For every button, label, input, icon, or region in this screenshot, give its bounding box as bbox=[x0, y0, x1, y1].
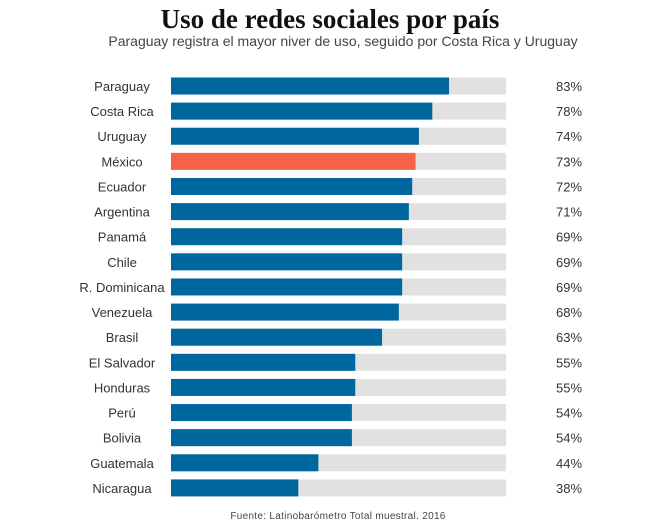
value-label: 55% bbox=[556, 380, 582, 395]
bar bbox=[171, 479, 299, 497]
category-label: Paraguay bbox=[94, 79, 150, 94]
bar bbox=[171, 253, 403, 271]
bar bbox=[171, 102, 433, 120]
bar bbox=[171, 203, 409, 221]
category-label: Uruguay bbox=[97, 129, 147, 144]
category-label: Perú bbox=[108, 406, 135, 421]
category-label: Honduras bbox=[94, 380, 151, 395]
value-label: 54% bbox=[556, 406, 582, 421]
value-label: 69% bbox=[556, 280, 582, 295]
category-label: Bolivia bbox=[103, 431, 142, 446]
value-label: 69% bbox=[556, 255, 582, 270]
bar bbox=[171, 152, 416, 170]
category-label: Costa Rica bbox=[90, 104, 154, 119]
value-label: 69% bbox=[556, 230, 582, 245]
value-label: 74% bbox=[556, 129, 582, 144]
category-label: El Salvador bbox=[89, 355, 156, 370]
value-label: 71% bbox=[556, 205, 582, 220]
bar bbox=[171, 454, 319, 472]
chart-subtitle: Paraguay registra el mayor niver de uso,… bbox=[108, 33, 578, 49]
bar bbox=[171, 303, 399, 321]
bar bbox=[171, 177, 413, 195]
bar bbox=[171, 404, 352, 422]
value-label: 38% bbox=[556, 481, 582, 496]
bar bbox=[171, 127, 419, 145]
bar bbox=[171, 278, 403, 296]
category-label: Guatemala bbox=[90, 456, 154, 471]
category-label: Chile bbox=[107, 255, 137, 270]
category-label: Brasil bbox=[106, 330, 139, 345]
value-label: 68% bbox=[556, 305, 582, 320]
bar bbox=[171, 328, 383, 346]
bar bbox=[171, 429, 352, 447]
value-label: 73% bbox=[556, 154, 582, 169]
category-label: Ecuador bbox=[98, 179, 147, 194]
chart-source: Fuente: Latinobarómetro Total muestral. … bbox=[230, 511, 446, 522]
bar bbox=[171, 228, 403, 246]
value-label: 78% bbox=[556, 104, 582, 119]
category-label: México bbox=[101, 154, 142, 169]
category-label: Argentina bbox=[94, 205, 150, 220]
value-label: 83% bbox=[556, 79, 582, 94]
category-label: Venezuela bbox=[92, 305, 153, 320]
category-label: R. Dominicana bbox=[79, 280, 165, 295]
category-label: Panamá bbox=[98, 230, 147, 245]
category-label: Nicaragua bbox=[92, 481, 152, 496]
bar bbox=[171, 353, 356, 371]
bar bbox=[171, 378, 356, 396]
value-label: 63% bbox=[556, 330, 582, 345]
value-label: 54% bbox=[556, 431, 582, 446]
bar bbox=[171, 77, 450, 95]
chart-title: Uso de redes sociales por país bbox=[160, 4, 500, 34]
value-label: 72% bbox=[556, 179, 582, 194]
value-label: 44% bbox=[556, 456, 582, 471]
value-label: 55% bbox=[556, 355, 582, 370]
